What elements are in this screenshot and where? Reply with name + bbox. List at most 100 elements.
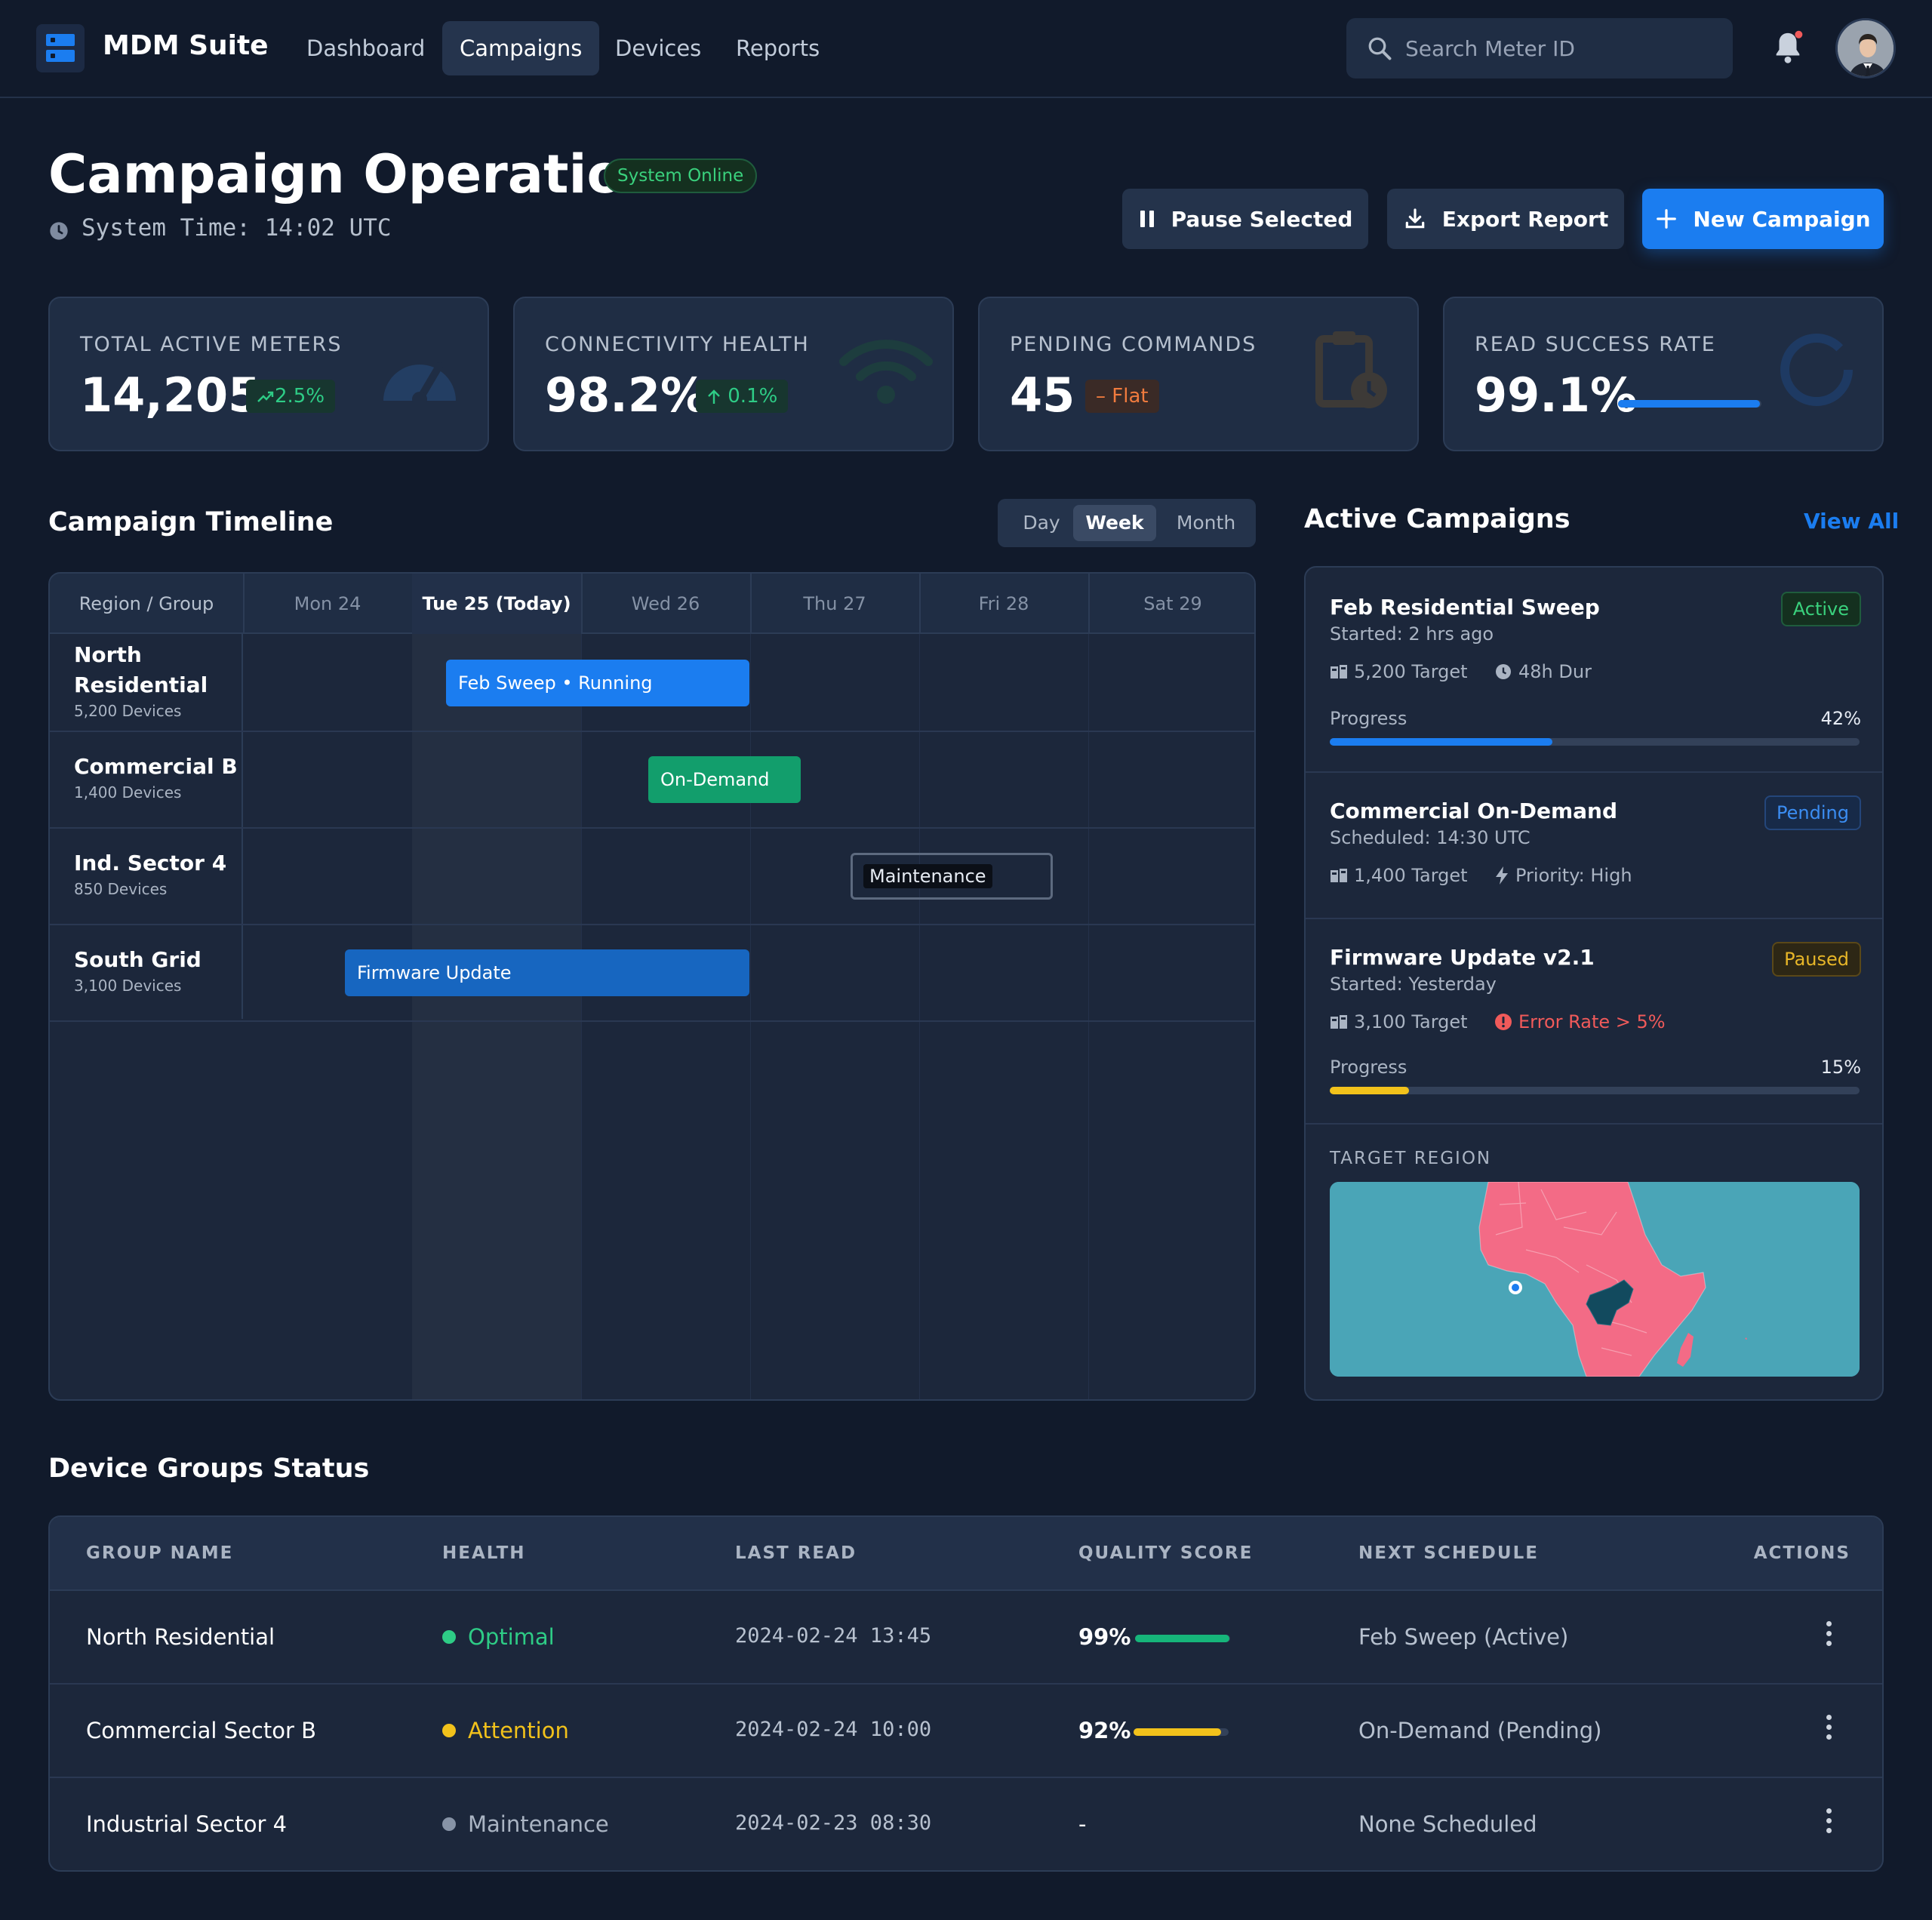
search-box[interactable]	[1346, 18, 1733, 78]
column-header[interactable]: ACTIONS	[1753, 1543, 1850, 1563]
more-actions-icon[interactable]	[1826, 1715, 1832, 1740]
table-row[interactable]: Commercial Sector B Attention 2024-02-24…	[50, 1685, 1882, 1778]
timeline-bar-maintenance[interactable]: Maintenance	[851, 853, 1053, 900]
campaign-target: 3,100 Target	[1330, 1011, 1468, 1032]
status-badge: Paused	[1772, 942, 1861, 977]
ring-icon	[1780, 334, 1853, 406]
table-row[interactable]: Industrial Sector 4 Maintenance 2024-02-…	[50, 1778, 1882, 1870]
progress-bar	[1330, 738, 1860, 746]
app-logo-icon[interactable]	[36, 24, 85, 72]
user-avatar[interactable]	[1835, 18, 1896, 78]
day-column: Thu 27	[803, 593, 866, 614]
pause-selected-label: Pause Selected	[1171, 206, 1353, 232]
group-name: Industrial Sector 4	[86, 1811, 288, 1837]
search-input[interactable]	[1405, 18, 1715, 78]
target-region-map[interactable]	[1330, 1182, 1860, 1377]
quality-score: 92%	[1078, 1718, 1131, 1743]
day-column: Mon 24	[294, 593, 361, 614]
read-success-progress	[1618, 400, 1761, 408]
health-status: Optimal	[442, 1624, 555, 1650]
timeline-row-labels	[50, 634, 243, 1019]
download-icon	[1405, 208, 1425, 229]
kpi-change-value: 0.1%	[728, 385, 778, 408]
timeline-row-devices: 850 Devices	[74, 880, 168, 898]
user-portrait-icon	[1838, 20, 1894, 76]
campaign-duration-value: 48h Dur	[1518, 661, 1592, 682]
campaign-error-rate-value: Error Rate > 5%	[1518, 1011, 1666, 1032]
kpi-label: READ SUCCESS RATE	[1475, 333, 1716, 356]
new-campaign-button[interactable]: New Campaign	[1642, 189, 1884, 249]
new-campaign-label: New Campaign	[1693, 206, 1871, 232]
campaign-started: Started: Yesterday	[1330, 974, 1497, 995]
column-header[interactable]: QUALITY SCORE	[1078, 1543, 1254, 1563]
range-week[interactable]: Week	[1073, 505, 1156, 541]
group-name: Commercial Sector B	[86, 1718, 317, 1743]
kpi-connectivity-health: CONNECTIVITY HEALTH 98.2% 0.1%	[513, 297, 954, 451]
campaign-name: Firmware Update v2.1	[1330, 945, 1595, 970]
campaign-card[interactable]: Firmware Update v2.1 Paused Started: Yes…	[1306, 919, 1882, 1125]
campaign-target-value: 3,100 Target	[1354, 1011, 1468, 1032]
range-month[interactable]: Month	[1176, 512, 1236, 534]
timeline-bar-firmware-update[interactable]: Firmware Update	[345, 949, 749, 996]
column-header[interactable]: GROUP NAME	[86, 1543, 234, 1563]
kpi-label: PENDING COMMANDS	[1010, 333, 1257, 356]
day-column: Fri 28	[978, 593, 1029, 614]
status-badge: Active	[1780, 592, 1861, 626]
column-header[interactable]: NEXT SCHEDULE	[1358, 1543, 1539, 1563]
timeline-bar-on-demand[interactable]: On-Demand	[648, 756, 801, 803]
campaign-card[interactable]: Commercial On-Demand Pending Scheduled: …	[1306, 773, 1882, 919]
notifications-button[interactable]	[1770, 29, 1805, 66]
campaign-target-value: 1,400 Target	[1354, 865, 1468, 886]
progress-bar	[1330, 1087, 1860, 1094]
timeline-bar-feb-sweep[interactable]: Feb Sweep • Running	[446, 660, 749, 706]
campaign-card[interactable]: Feb Residential Sweep Active Started: 2 …	[1306, 568, 1882, 773]
health-dot	[442, 1630, 456, 1644]
kpi-change-value: 2.5%	[275, 385, 325, 408]
pause-selected-button[interactable]: Pause Selected	[1122, 189, 1368, 249]
table-header: GROUP NAME HEALTH LAST READ QUALITY SCOR…	[50, 1517, 1882, 1591]
plus-icon	[1657, 209, 1677, 229]
campaign-target-value: 5,200 Target	[1354, 661, 1468, 682]
next-schedule: None Scheduled	[1358, 1811, 1537, 1837]
timeline-row-devices: 1,400 Devices	[74, 783, 182, 802]
more-actions-icon[interactable]	[1826, 1621, 1832, 1647]
export-report-button[interactable]: Export Report	[1387, 189, 1624, 249]
device-groups-table: GROUP NAME HEALTH LAST READ QUALITY SCOR…	[48, 1515, 1884, 1872]
nav-campaigns[interactable]: Campaigns	[442, 21, 600, 75]
lightning-icon	[1496, 866, 1508, 885]
kpi-label: CONNECTIVITY HEALTH	[545, 333, 810, 356]
campaign-scheduled: Scheduled: 14:30 UTC	[1330, 827, 1531, 848]
nav-dashboard[interactable]: Dashboard	[306, 35, 426, 61]
campaign-name: Feb Residential Sweep	[1330, 595, 1600, 620]
timeline-bar-label: Maintenance	[863, 864, 992, 888]
range-day[interactable]: Day	[1023, 512, 1060, 534]
kpi-change-badge: 2.5%	[246, 380, 336, 413]
quality-bar	[1134, 1728, 1229, 1736]
campaign-target: 1,400 Target	[1330, 865, 1468, 886]
nav-reports[interactable]: Reports	[736, 35, 820, 61]
health-status: Maintenance	[442, 1811, 609, 1837]
clipboard-clock-icon	[1315, 331, 1387, 408]
progress-value: 42%	[1820, 708, 1861, 729]
device-groups-title: Device Groups Status	[48, 1454, 370, 1484]
campaign-priority-value: Priority: High	[1515, 865, 1632, 886]
active-campaigns-panel: Feb Residential Sweep Active Started: 2 …	[1304, 566, 1884, 1401]
table-row[interactable]: North Residential Optimal 2024-02-24 13:…	[50, 1591, 1882, 1685]
next-schedule: Feb Sweep (Active)	[1358, 1624, 1569, 1650]
column-header[interactable]: HEALTH	[442, 1543, 526, 1563]
progress-label: Progress	[1330, 708, 1407, 729]
last-read: 2024-02-23 08:30	[735, 1811, 932, 1835]
campaign-priority: Priority: High	[1494, 865, 1632, 886]
nav-devices[interactable]: Devices	[615, 35, 702, 61]
group-name: North Residential	[86, 1624, 275, 1650]
column-header[interactable]: LAST READ	[735, 1543, 857, 1563]
app-name: MDM Suite	[103, 30, 269, 61]
day-column-today: Tue 25 (Today)	[412, 574, 581, 634]
view-all-link[interactable]: View All	[1804, 509, 1900, 534]
kpi-value: 98.2%	[545, 368, 708, 423]
more-actions-icon[interactable]	[1826, 1808, 1832, 1834]
health-label: Attention	[468, 1718, 569, 1743]
kpi-change-badge: – Flat	[1085, 380, 1159, 413]
arrow-up-icon	[708, 389, 720, 404]
campaign-started: Started: 2 hrs ago	[1330, 623, 1494, 645]
